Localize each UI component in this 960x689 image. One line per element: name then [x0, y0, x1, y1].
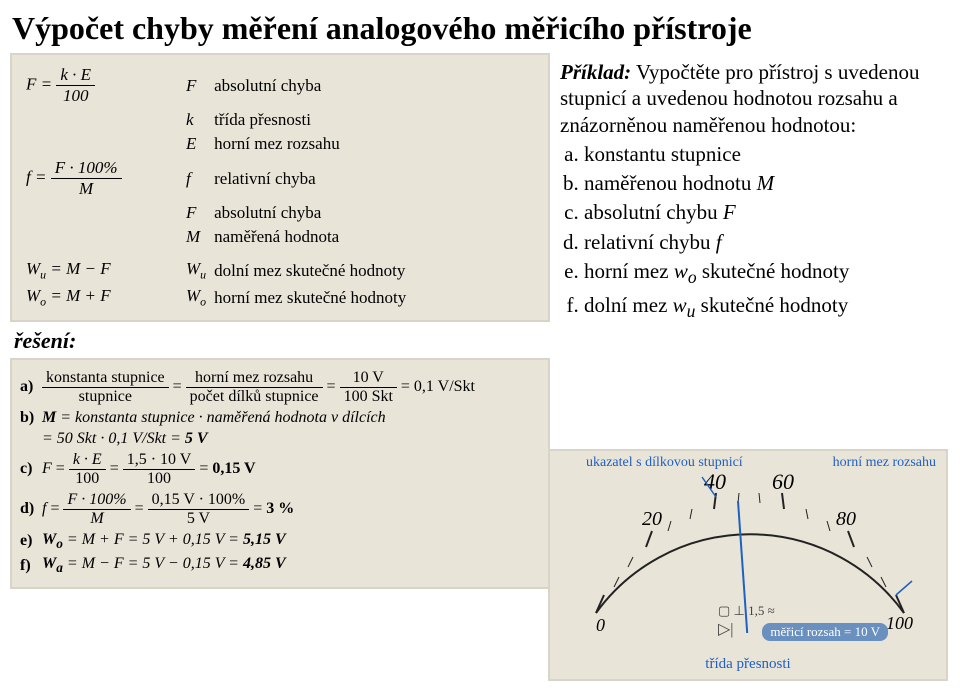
meter-label-pointer: ukazatel s dílkovou stupnicí	[586, 455, 743, 471]
sol-d-rhs-den: 5 V	[148, 510, 250, 528]
sym-k: k	[182, 108, 210, 132]
sol-d-mid-num: F · 100%	[63, 491, 130, 510]
meter-label-range: horní mez rozsahu	[833, 455, 936, 471]
sol-a-marker: a)	[20, 378, 42, 396]
sol-c-mid-den: 100	[69, 470, 106, 488]
example-item-f: dolní mez wu skutečné hodnoty	[584, 291, 948, 324]
def-M: naměřená hodnota	[210, 225, 538, 249]
def-Wu: dolní mez skutečné hodnoty	[210, 249, 538, 284]
tick-60: 60	[772, 473, 794, 494]
meter-range-badge: měřicí rozsah = 10 V	[762, 623, 888, 641]
example-list: konstantu stupnice naměřenou hodnotu M a…	[566, 140, 948, 324]
def-F2: absolutní chyba	[210, 201, 538, 225]
sym-f: f	[182, 156, 210, 201]
example-lead: Příklad:	[560, 60, 631, 84]
sol-b-text1: M = konstanta stupnice · naměřená hodnot…	[42, 409, 386, 427]
tick-100: 100	[886, 613, 913, 633]
tick-0: 0	[596, 615, 605, 633]
meter-bottom-label: třída přesnosti	[550, 656, 946, 673]
page-title: Výpočet chyby měření analogového měřicíh…	[0, 0, 960, 53]
example-item-d: relativní chybu f	[584, 228, 948, 256]
example-item-b: naměřenou hodnotu M	[584, 169, 948, 197]
sol-e-marker: e)	[20, 532, 42, 550]
def-E: horní mez rozsahu	[210, 132, 538, 156]
sol-a-rhs-num: 10 V	[340, 369, 397, 388]
def-k: třída přesnosti	[210, 108, 538, 132]
sol-b-marker: b)	[20, 409, 42, 427]
sym-E: E	[182, 132, 210, 156]
def-Wo: horní mez skutečné hodnoty	[210, 284, 538, 311]
sol-c-marker: c)	[20, 460, 42, 478]
formula-F-lhs: F =	[26, 74, 52, 93]
sym-Wu: Wu	[182, 249, 210, 284]
sol-f-marker: f)	[20, 557, 42, 575]
sym-F: F	[182, 63, 210, 108]
tick-20: 20	[642, 508, 662, 530]
sol-a-mid-den: počet dílků stupnice	[186, 388, 323, 406]
sol-d-marker: d)	[20, 500, 42, 518]
example-item-c: absolutní chybu F	[584, 198, 948, 226]
solution-label: řešení:	[14, 328, 560, 354]
formula-f-lhs: f =	[26, 167, 46, 186]
example-item-a: konstantu stupnice	[584, 140, 948, 168]
formula-f-num: F · 100%	[51, 158, 122, 179]
formula-F-num: k · E	[56, 65, 95, 86]
meter-diagram: ukazatel s dílkovou stupnicí horní mez r…	[548, 449, 948, 681]
sol-f-text: Wa = M − F = 5 V − 0,15 V = 4,85 V	[42, 555, 286, 576]
sol-d-rhs-num: 0,15 V · 100%	[148, 491, 250, 510]
def-f: relativní chyba	[210, 156, 538, 201]
sol-c-rhs-num: 1,5 · 10 V	[123, 451, 196, 470]
example-item-e: horní mez wo skutečné hodnoty	[584, 257, 948, 290]
sol-a-rhs-den: 100 Skt	[340, 388, 397, 406]
solution-box: a) konstanta stupnicestupnice = horní me…	[10, 358, 550, 589]
sol-a-lhs: konstanta stupnice	[42, 369, 169, 388]
sol-b-text2: = 50 Skt · 0,1 V/Skt = 5 V	[42, 430, 208, 448]
sym-F2: F	[182, 201, 210, 225]
formula-f-den: M	[51, 179, 122, 199]
sol-a-mid-num: horní mez rozsahu	[186, 369, 323, 388]
sol-c-mid-num: k · E	[69, 451, 106, 470]
def-F: absolutní chyba	[210, 63, 538, 108]
sol-d-mid-den: M	[63, 510, 130, 528]
example-intro: Příklad: Vypočtěte pro přístroj s uveden…	[560, 59, 948, 138]
tick-80: 80	[836, 508, 856, 530]
sym-M: M	[182, 225, 210, 249]
sym-Wo: Wo	[182, 284, 210, 311]
formula-definitions-box: F = k · E100 Fabsolutní chyba ktřída pře…	[10, 53, 550, 322]
sol-a-result: = 0,1 V/Skt	[401, 378, 475, 395]
sol-c-rhs-den: 100	[123, 470, 196, 488]
sol-e-text: Wo = M + F = 5 V + 0,15 V = 5,15 V	[42, 531, 286, 552]
formula-F-den: 100	[56, 86, 95, 106]
